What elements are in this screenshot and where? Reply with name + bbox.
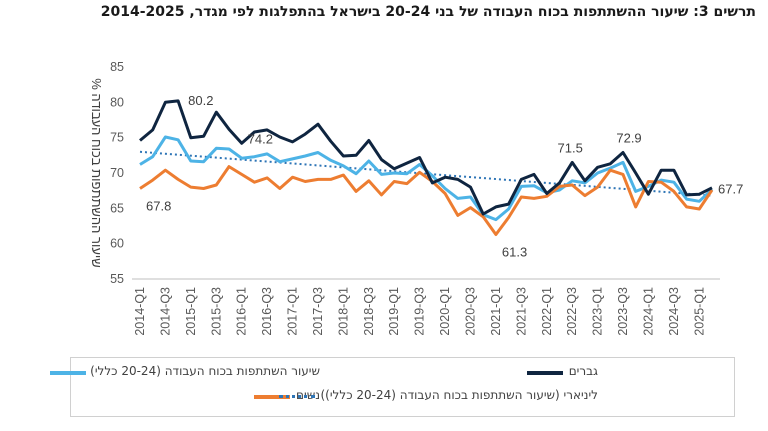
x-tick-label: 2014-Q1 bbox=[133, 287, 147, 336]
x-tick-label: 2020-Q3 bbox=[463, 287, 477, 336]
series-line-women bbox=[139, 165, 714, 236]
legend-swatch-total bbox=[50, 371, 86, 375]
x-tick-label: 2017-Q1 bbox=[286, 287, 300, 336]
data-label: 80.2 bbox=[188, 93, 213, 108]
x-tick-label: 2015-Q1 bbox=[184, 287, 198, 336]
data-label: 74.2 bbox=[248, 131, 273, 146]
data-label: 67.8 bbox=[146, 199, 171, 214]
x-tick-label: 2015-Q3 bbox=[209, 287, 223, 336]
x-tick-label: 2018-Q3 bbox=[362, 287, 376, 336]
x-tick-label: 2016-Q1 bbox=[235, 287, 249, 336]
y-tick-label: 60 bbox=[110, 237, 124, 251]
data-label: 71.5 bbox=[558, 140, 583, 155]
x-tick-label: 2022-Q1 bbox=[540, 287, 554, 336]
y-axis-label: % שיעור ההשתתפות בכוח העבודה bbox=[89, 78, 104, 268]
legend-item-men: גברים bbox=[526, 364, 598, 378]
x-tick-label: 2019-Q1 bbox=[387, 287, 401, 336]
trendline bbox=[139, 150, 713, 197]
x-tick-label: 2024-Q1 bbox=[641, 287, 655, 336]
chart-legend: שיעור השתתפות בכוח העבודה (20-24 כללי) ג… bbox=[50, 357, 735, 417]
series-line-men bbox=[139, 99, 713, 216]
y-tick-label: 75 bbox=[110, 131, 124, 145]
legend-swatch-women bbox=[254, 395, 291, 399]
y-tick-label: 80 bbox=[110, 95, 124, 109]
y-tick-label: 65 bbox=[110, 201, 124, 215]
line-chart: 55 60 65 70 75 80 85 % שיעור ההשתתפות בכוח העבו… bbox=[89, 60, 743, 336]
x-tick-label: 2021-Q3 bbox=[514, 287, 528, 336]
x-tick-label: 2014-Q3 bbox=[158, 287, 172, 336]
x-tick-label: 2020-Q1 bbox=[438, 287, 452, 336]
legend-item-trend: ליניארי (שיעור השתתפות בכוח העבודה (20-2… bbox=[278, 388, 599, 402]
x-tick-label: 2019-Q3 bbox=[413, 287, 427, 336]
data-label: 67.7 bbox=[718, 181, 743, 196]
x-tick-label: 2018-Q1 bbox=[336, 287, 350, 336]
legend-label-trend: ליניארי (שיעור השתתפות בכוח העבודה (20-2… bbox=[320, 388, 599, 402]
data-label: 72.9 bbox=[616, 131, 641, 146]
y-tick-label: 70 bbox=[110, 166, 124, 180]
x-tick-label: 2025-Q1 bbox=[692, 287, 706, 336]
x-tick-label: 2023-Q3 bbox=[616, 287, 630, 336]
x-tick-label: 2024-Q3 bbox=[667, 287, 681, 336]
legend-item-total: שיעור השתתפות בכוח העבודה (20-24 כללי) bbox=[50, 364, 320, 378]
x-tick-label: 2021-Q1 bbox=[489, 287, 503, 336]
x-tick-label: 2023-Q1 bbox=[591, 287, 605, 336]
y-tick-label: 55 bbox=[110, 272, 124, 286]
legend-swatch-trend bbox=[278, 395, 315, 398]
legend-label-total: שיעור השתתפות בכוח העבודה (20-24 כללי) bbox=[90, 364, 320, 378]
x-tick-label: 2016-Q3 bbox=[260, 287, 274, 336]
data-label: 61.3 bbox=[502, 244, 527, 259]
legend-label-men: גברים bbox=[568, 364, 598, 378]
x-tick-label: 2017-Q3 bbox=[311, 287, 325, 336]
legend-swatch-men bbox=[526, 371, 563, 375]
chart-title: תרשים 3: שיעור ההשתתפות בכוח העבודה של ב… bbox=[100, 4, 756, 20]
x-tick-label: 2022-Q3 bbox=[565, 287, 579, 336]
y-tick-label: 85 bbox=[110, 60, 124, 74]
